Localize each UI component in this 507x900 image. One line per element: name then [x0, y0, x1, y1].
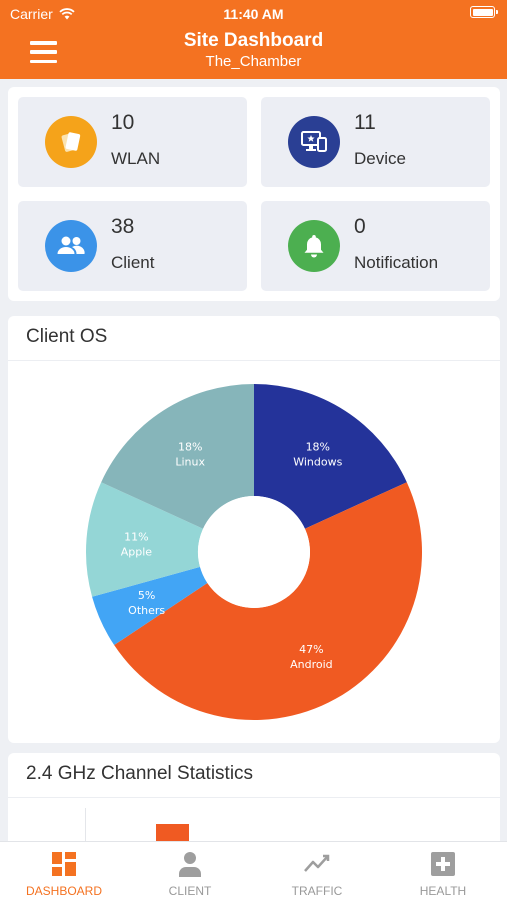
tab-traffic[interactable]: TRAFFIC: [254, 842, 380, 900]
status-bar: Carrier 11:40 AM: [0, 0, 507, 28]
status-time: 11:40 AM: [223, 6, 284, 22]
tab-traffic-label: TRAFFIC: [291, 884, 343, 898]
wlan-tile[interactable]: 10 WLAN: [18, 97, 247, 187]
carrier-info: Carrier: [10, 6, 75, 22]
bottom-tab-bar: DASHBOARD CLIENT TRAFFIC HEALTH: [0, 841, 507, 900]
battery-icon: [470, 6, 498, 18]
notification-label: Notification: [354, 253, 439, 272]
devices-icon: [288, 116, 340, 168]
client-os-title: Client OS: [26, 326, 108, 347]
pie-slice-android[interactable]: [114, 482, 422, 720]
trend-icon: [304, 854, 330, 872]
wlan-label: WLAN: [111, 149, 161, 168]
pie-label-percent: 47%: [299, 643, 323, 656]
hamburger-icon-line: [30, 50, 57, 54]
chart-axis: [85, 808, 86, 853]
pie-label-percent: 5%: [138, 589, 155, 602]
tab-health-label: HEALTH: [419, 884, 467, 898]
tab-client[interactable]: CLIENT: [127, 842, 253, 900]
pie-slice-others[interactable]: [92, 566, 208, 646]
notification-tile[interactable]: 0 Notification: [261, 201, 490, 291]
device-tile[interactable]: 11 Device: [261, 97, 490, 187]
channel-stats-card: 2.4 GHz Channel Statistics: [8, 753, 500, 853]
hamburger-icon-line: [30, 59, 57, 63]
divider: [8, 360, 500, 361]
pie-label-name: Others: [128, 604, 165, 617]
bell-icon: [288, 220, 340, 272]
pie-label-percent: 11%: [124, 531, 148, 544]
summary-card: 10 WLAN 11 Device 38 Client: [8, 87, 500, 301]
app-header: Carrier 11:40 AM Site Dashboard The_Cham…: [0, 0, 507, 79]
client-os-card: Client OS 18% Windows 47% Android 5% Others 11…: [8, 316, 500, 743]
hamburger-icon-line: [30, 41, 57, 45]
divider: [8, 797, 500, 798]
tab-dashboard[interactable]: DASHBOARD: [1, 842, 127, 900]
pie-slice-windows[interactable]: [254, 384, 407, 529]
site-name: The_Chamber: [205, 53, 302, 70]
carrier-label: Carrier: [10, 6, 53, 22]
dashboard-icon: [52, 852, 76, 876]
pie-label-percent: 18%: [306, 441, 330, 454]
pie-label-name: Windows: [293, 456, 342, 469]
menu-button[interactable]: [30, 40, 57, 64]
client-os-donut-chart: 18% Windows 47% Android 5% Others 11% Apple 18% L…: [85, 384, 422, 720]
tab-dashboard-label: DASHBOARD: [25, 884, 102, 898]
users-icon: [45, 220, 97, 272]
tab-client-label: CLIENT: [168, 884, 212, 898]
pie-label-name: Android: [290, 658, 333, 671]
pie-label-percent: 18%: [178, 441, 202, 454]
client-label: Client: [111, 253, 155, 272]
pie-label-name: Apple: [121, 546, 153, 559]
notification-count: 0: [354, 215, 366, 238]
channel-stats-title: 2.4 GHz Channel Statistics: [26, 763, 254, 784]
device-count: 11: [354, 111, 376, 134]
pie-slice-linux[interactable]: [101, 384, 254, 529]
pie-label-name: Linux: [175, 456, 205, 469]
wifi-icon: [59, 8, 75, 20]
client-count: 38: [111, 215, 135, 238]
wlan-count: 10: [111, 111, 135, 134]
tab-health[interactable]: HEALTH: [380, 842, 506, 900]
page-title: Site Dashboard: [183, 30, 324, 51]
person-icon: [179, 852, 201, 877]
cards-icon: [45, 116, 97, 168]
device-label: Device: [354, 149, 406, 168]
pie-slice-apple[interactable]: [85, 482, 204, 597]
health-icon: [431, 852, 455, 876]
client-tile[interactable]: 38 Client: [18, 201, 247, 291]
donut-hole: [198, 496, 310, 608]
